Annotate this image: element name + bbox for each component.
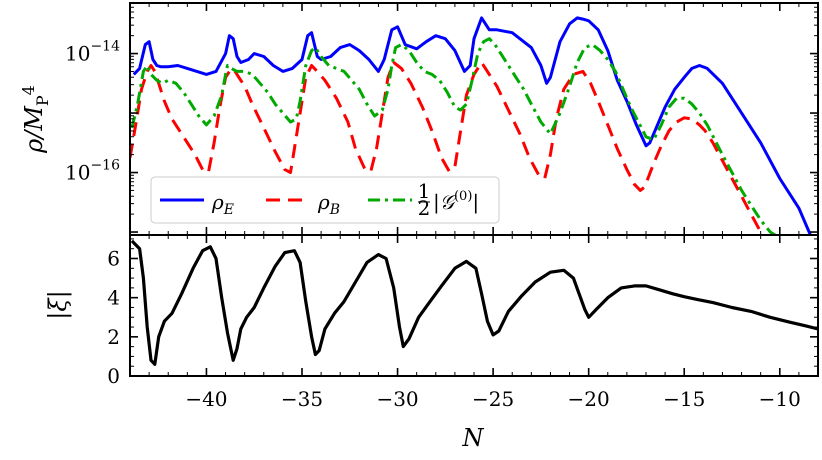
legend-frac-denominator: 2 bbox=[418, 196, 431, 220]
top-panel: 10−14 10−16 ρE ρB 1 2 |𝒢(0)| ρ/MP4 bbox=[19, 2, 819, 236]
x-tick-label: −30 bbox=[376, 387, 418, 411]
x-tick-label: −40 bbox=[185, 387, 227, 411]
x-axis-label: N bbox=[462, 424, 485, 452]
legend-box bbox=[150, 176, 500, 224]
bottom-series-group bbox=[130, 239, 818, 366]
bottom-y-tick-label: 2 bbox=[107, 325, 120, 349]
bottom-y-tick-label: 6 bbox=[107, 247, 120, 271]
series-line-rho-b bbox=[130, 61, 766, 235]
bottom-panel: −40 −35 −30 −25 −20 −15 −10 0 2 4 6 |ξ| N bbox=[44, 234, 819, 452]
legend-label-g0: 1 2 |𝒢(0)| bbox=[418, 179, 480, 220]
top-y-tick-label: 10−16 bbox=[65, 158, 120, 185]
legend-frac-numerator: 1 bbox=[418, 179, 431, 203]
bottom-y-tick-label: 0 bbox=[107, 364, 120, 388]
x-tick-label: −15 bbox=[663, 387, 705, 411]
legend: ρE ρB 1 2 |𝒢(0)| bbox=[150, 176, 500, 224]
top-y-axis-label: ρ/MP4 bbox=[19, 85, 52, 154]
bottom-axes-ticks: −40 −35 −30 −25 −20 −15 −10 0 2 4 6 bbox=[107, 235, 819, 411]
x-tick-label: −35 bbox=[281, 387, 323, 411]
x-tick-label: −10 bbox=[759, 387, 801, 411]
legend-label-rho-b: ρB bbox=[317, 190, 340, 218]
top-y-tick-label: 10−14 bbox=[65, 39, 120, 66]
series-line-g0 bbox=[130, 37, 778, 235]
legend-label-rho-e: ρE bbox=[211, 190, 234, 218]
bottom-y-tick-label: 4 bbox=[107, 286, 120, 310]
top-series-group bbox=[130, 16, 812, 235]
bottom-y-axis-label: |ξ| bbox=[44, 290, 73, 319]
legend-g0-text: |𝒢(0)| bbox=[433, 189, 479, 215]
series-line-rho-e bbox=[132, 16, 812, 235]
bottom-plot-frame bbox=[129, 234, 819, 377]
x-tick-label: −20 bbox=[568, 387, 610, 411]
x-tick-label: −25 bbox=[472, 387, 514, 411]
series-line-xi bbox=[130, 239, 818, 366]
